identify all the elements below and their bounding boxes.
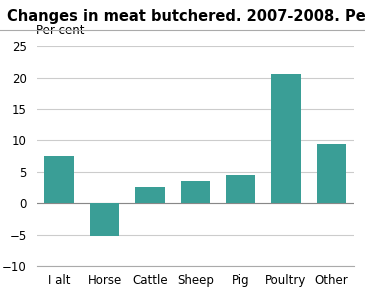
Bar (226, 175, 256, 203)
Text: Per cent: Per cent (36, 24, 85, 37)
Text: Changes in meat butchered. 2007-2008. Per cent: Changes in meat butchered. 2007-2008. Pe… (7, 9, 365, 24)
Bar (316, 144, 346, 203)
Bar (181, 181, 210, 203)
Bar (271, 75, 301, 203)
Bar (90, 203, 119, 236)
Bar (135, 188, 165, 203)
Bar (45, 156, 74, 203)
